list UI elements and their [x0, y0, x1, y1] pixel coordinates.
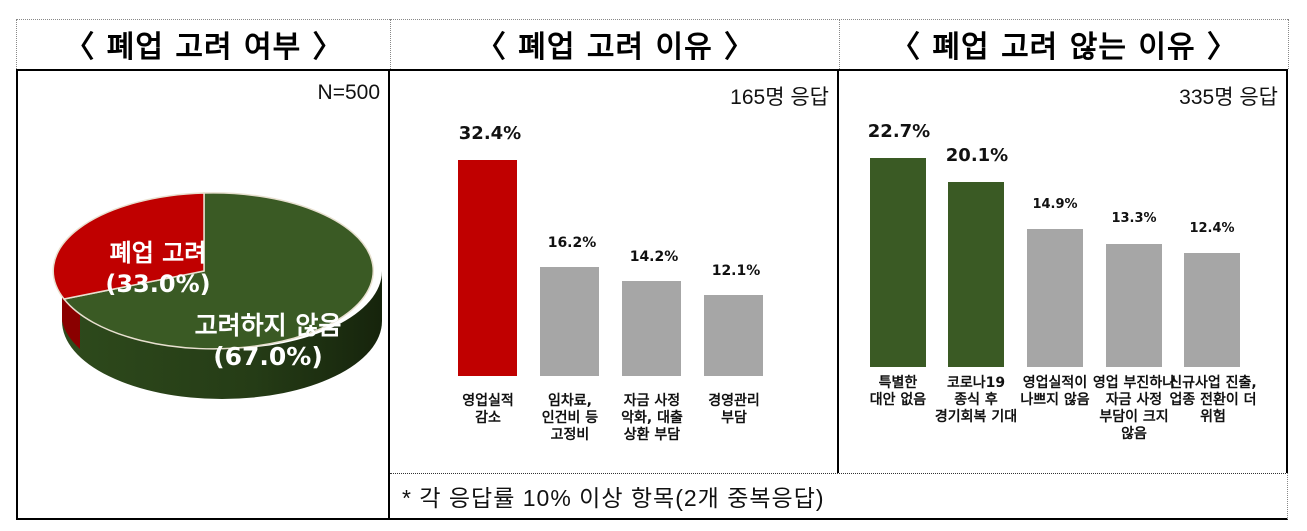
bar-value: 12.4% — [1189, 221, 1235, 236]
bar-value: 14.2% — [629, 249, 679, 265]
bar-category-label: 경영관리 부담 — [708, 393, 760, 426]
bar-category-label: 신규사업 진출, 업종 전환이 더 위험 — [1169, 375, 1257, 425]
reasons-bar-panel: 165명 응답 32.4% 영업실적 감소 16.2% 임차료, 인건비 등 고… — [390, 69, 839, 473]
bar-value: 22.7% — [867, 121, 931, 142]
pie-chart — [52, 192, 382, 399]
bar-value: 16.2% — [547, 235, 597, 251]
pie-slice-considering — [52, 192, 205, 300]
respondents-count-label: 335명 응답 — [1179, 86, 1278, 109]
pie-depth-green — [62, 271, 382, 399]
bar-funding-ok — [1106, 244, 1162, 367]
pie-slice-not-considering — [62, 192, 374, 350]
bar-value: 32.4% — [458, 123, 522, 144]
bar-category-label: 특별한 대안 없음 — [869, 375, 927, 408]
bar-new-business-risky — [1184, 253, 1240, 367]
respondents-count-label: 165명 응답 — [730, 86, 829, 109]
bar-value: 12.1% — [711, 263, 761, 279]
bar-category-label: 자금 사정 악화, 대출 상환 부담 — [621, 393, 683, 443]
pie-label-considering: 폐업 고려 (33.0%) — [105, 239, 211, 298]
bar-category-label: 영업실적이 나쁘지 않음 — [1020, 375, 1090, 408]
bar-category-label: 코로나19 종식 후 경기회복 기대 — [934, 375, 1018, 425]
infographic-frame: 〈 폐업 고려 여부 〉 〈 폐업 고려 이유 〉 〈 폐업 고려 않는 이유 … — [16, 19, 1289, 520]
bar-value: 14.9% — [1032, 197, 1078, 212]
header-row — [16, 19, 1288, 70]
bar-no-alternative — [870, 158, 926, 367]
pie-chart-title: 〈 폐업 고려 여부 〉 — [16, 19, 391, 69]
bar-funding-loan — [622, 281, 681, 376]
reasons-chart-title: 〈 폐업 고려 이유 〉 — [390, 19, 840, 69]
bar-value: 20.1% — [945, 145, 1009, 166]
bar-value: 13.3% — [1111, 211, 1157, 226]
bar-category-label: 임차료, 인건비 등 고정비 — [541, 393, 599, 443]
bar-fixed-costs — [540, 267, 599, 376]
non-reasons-bar-panel: 335명 응답 22.7% 특별한 대안 없음 20.1% 코로나19 종식 후… — [839, 69, 1288, 473]
bar-category-label: 영업 부진하나 자금 사정 부담이 크지 않음 — [1092, 375, 1176, 442]
bar-sales-decline — [458, 160, 517, 376]
footnote: * 각 응답률 10% 이상 항목(2개 중복응답) — [390, 473, 1288, 520]
bar-sales-not-bad — [1027, 229, 1083, 367]
pie-label-not-considering: 고려하지 않음 (67.0%) — [194, 311, 342, 371]
bar-economic-recovery — [948, 182, 1004, 367]
bar-category-label: 영업실적 감소 — [462, 393, 514, 426]
bar-management-burden — [704, 295, 763, 376]
non-reasons-chart-title: 〈 폐업 고려 않는 이유 〉 — [839, 19, 1289, 69]
sample-size-label: N=500 — [317, 81, 380, 104]
pie-panel: N=500 폐업 고려 (33.0%) 고려하지 않음 (67.0%) — [16, 69, 390, 520]
